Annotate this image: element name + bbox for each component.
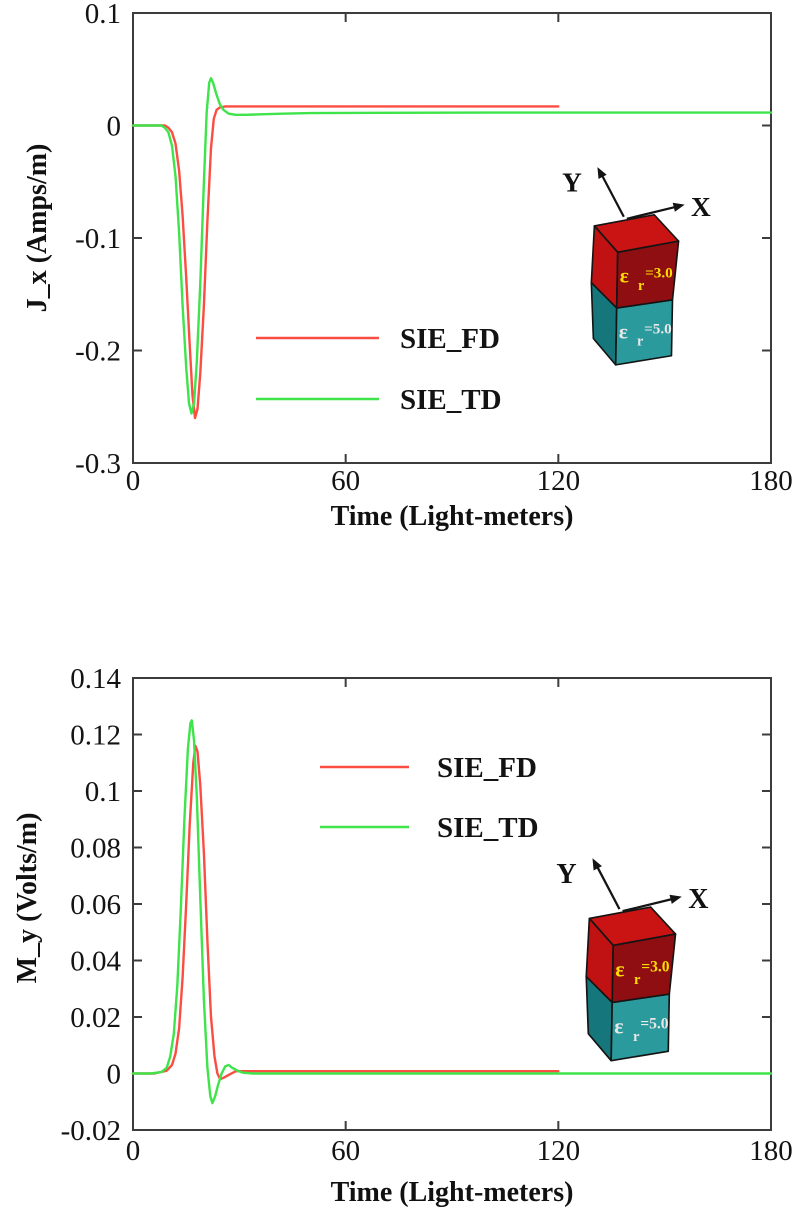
epsilon-top-subscript: r <box>634 972 641 988</box>
y-tick-label: 0 <box>107 1059 122 1091</box>
x-tick-label: 0 <box>126 465 141 497</box>
epsilon-top-subscript: r <box>638 278 644 294</box>
y-tick-label: -0.2 <box>75 336 121 368</box>
axes-jx: 0 60 120 180 0.1 0 -0.1 -0.2 -0.3 SIE_FD SIE_TD <box>75 0 793 497</box>
y-tick-label: -0.1 <box>75 223 121 255</box>
y-tick-label: 0 <box>107 111 122 143</box>
x-tick-label: 180 <box>749 465 793 497</box>
jx-y-axis-title: J_x (Amps/m) <box>22 143 53 313</box>
x-tick-label: 0 <box>126 1135 141 1167</box>
dielectric-cube: ε r =3.0 ε r =5.0 <box>590 213 680 366</box>
coordinate-arrows: Y X <box>556 858 708 915</box>
epsilon-bottom-symbol: ε <box>619 320 628 344</box>
series-line-sie_fd <box>131 744 560 1081</box>
legend-label-sie_fd: SIE_FD <box>400 323 500 355</box>
y-axis-letter: Y <box>562 167 582 197</box>
y-tick-label: 0.08 <box>70 833 121 865</box>
epsilon-top-value: =3.0 <box>645 265 673 282</box>
epsilon-bottom-subscript: r <box>633 1029 640 1045</box>
x-tick-label: 60 <box>331 465 360 497</box>
series-line-sie_fd <box>131 105 560 420</box>
dielectric-cube: ε r =3.0 ε r =5.0 <box>585 906 677 1062</box>
epsilon-bottom-value: =5.0 <box>644 320 672 337</box>
legend-label-sie_fd: SIE_FD <box>437 752 537 784</box>
y-arrowhead-icon <box>592 858 602 871</box>
y-tick-label: 0.1 <box>85 0 121 30</box>
y-tick-label: 0.02 <box>70 1002 121 1034</box>
legend-label-sie_td: SIE_TD <box>437 812 539 844</box>
epsilon-bottom-value: =5.0 <box>640 1015 669 1032</box>
series-line-sie_td <box>131 77 773 415</box>
cube-front-face-teal <box>614 299 674 366</box>
y-tick-label: 0.06 <box>70 889 121 921</box>
x-tick-label: 120 <box>537 465 581 497</box>
x-tick-label: 60 <box>331 1135 360 1167</box>
x-arrowhead-icon <box>669 894 682 904</box>
x-tick-label: 180 <box>749 1135 793 1167</box>
y-tick-label: 0.04 <box>70 946 121 978</box>
epsilon-top-symbol: ε <box>620 264 629 288</box>
x-tick-label: 120 <box>537 1135 581 1167</box>
y-tick-label: 0.1 <box>85 776 121 808</box>
epsilon-top-value: =3.0 <box>641 958 670 975</box>
series-line-sie_td <box>131 719 773 1105</box>
y-arrowhead-icon <box>597 167 607 180</box>
y-axis-letter: Y <box>556 859 576 890</box>
y-tick-label: 0.14 <box>70 663 121 695</box>
jx-x-axis-title: Time (Light-meters) <box>330 501 574 532</box>
x-axis-letter: X <box>691 192 711 222</box>
coordinate-arrows: Y X <box>562 167 711 222</box>
epsilon-top-symbol: ε <box>615 958 624 982</box>
dielectric-cube-inset-jx: Y X ε r =3.0 ε r =5.0 <box>562 167 711 366</box>
y-tick-label: -0.02 <box>61 1115 121 1147</box>
cube-front-face-teal <box>610 993 671 1062</box>
epsilon-bottom-symbol: ε <box>614 1015 623 1039</box>
y-tick-label: 0.12 <box>70 720 121 752</box>
y-tick-label: -0.3 <box>75 448 121 480</box>
legend-label-sie_td: SIE_TD <box>400 384 502 416</box>
my-y-axis-title: M_y (Volts/m) <box>12 812 43 984</box>
axes-my: 0 60 120 1800.140.120.10.080.060.040.020-0.… <box>61 663 793 1167</box>
dielectric-cube-inset-my: Y X ε r =3.0 ε r =5.0 <box>556 858 708 1062</box>
my-x-axis-title: Time (Light-meters) <box>330 1177 574 1208</box>
x-arrowhead-icon <box>672 202 685 212</box>
x-axis-letter: X <box>688 884 708 915</box>
epsilon-bottom-subscript: r <box>637 334 643 350</box>
